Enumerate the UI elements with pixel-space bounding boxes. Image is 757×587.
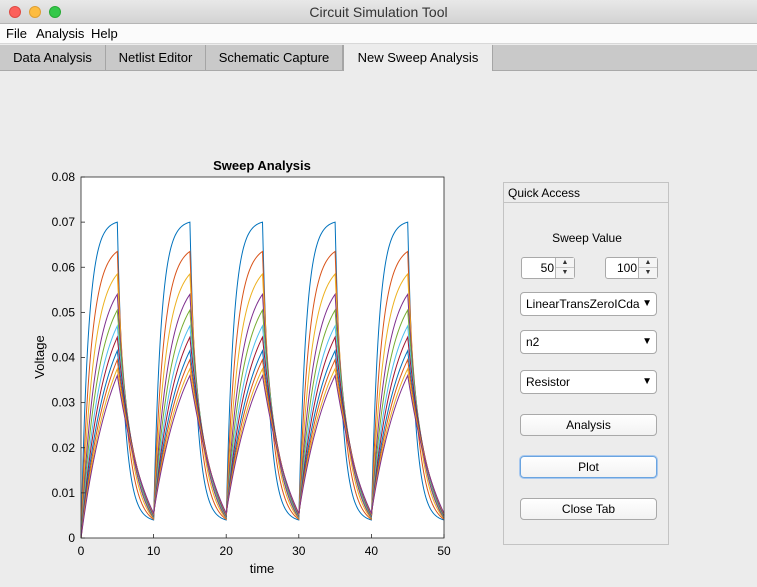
sweep-end-spinner[interactable]: 100 ▲ ▼: [605, 257, 658, 279]
quick-access-panel: Quick Access Sweep Value 50 ▲ ▼ 100 ▲ ▼ …: [503, 182, 669, 545]
menu-analysis[interactable]: Analysis: [36, 26, 85, 41]
chart-title: Sweep Analysis: [213, 158, 311, 173]
increment-icon[interactable]: ▲: [556, 258, 574, 268]
component-dropdown-value: LinearTransZeroICda: [526, 297, 640, 311]
series-line: [80, 221, 445, 539]
close-window-button[interactable]: [9, 6, 21, 18]
quick-access-title: Quick Access: [504, 183, 668, 203]
series-group: [80, 221, 445, 539]
y-tick-label: 0.07: [52, 215, 76, 229]
series-line: [80, 292, 445, 539]
series-line: [80, 250, 445, 539]
x-tick-label: 20: [220, 544, 234, 558]
x-tick-label: 50: [437, 544, 451, 558]
maximize-window-button[interactable]: [49, 6, 61, 18]
node-dropdown[interactable]: n2 ▼: [520, 330, 657, 354]
analysis-button[interactable]: Analysis: [520, 414, 657, 436]
sweep-start-spinner[interactable]: 50 ▲ ▼: [521, 257, 575, 279]
tab-bar: Data Analysis Netlist Editor Schematic C…: [0, 45, 757, 71]
y-axis-label: Voltage: [32, 335, 47, 378]
plot-button[interactable]: Plot: [520, 456, 657, 478]
sweep-plot: 0 10 20 30 40 50 0 0.01 0.02 0.03 0.04 0.05 0.06 0.07…: [32, 158, 451, 576]
ticks-group: 0 10 20 30 40 50 0 0.01 0.02 0.03 0.04 0.05 0.06 0.07…: [52, 170, 451, 558]
y-tick-label: 0.06: [52, 260, 76, 274]
y-tick-label: 0.05: [52, 305, 76, 319]
element-dropdown[interactable]: Resistor ▼: [520, 370, 657, 394]
tab-netlist-editor[interactable]: Netlist Editor: [106, 45, 206, 70]
tab-new-sweep-analysis[interactable]: New Sweep Analysis: [343, 45, 493, 71]
window-title: Circuit Simulation Tool: [309, 4, 448, 20]
dropdown-arrow-icon: ▼: [642, 336, 652, 347]
y-tick-label: 0: [68, 531, 75, 545]
tab-data-analysis[interactable]: Data Analysis: [0, 45, 106, 70]
increment-icon[interactable]: ▲: [639, 258, 657, 268]
decrement-icon[interactable]: ▼: [561, 269, 569, 276]
sweep-value-label: Sweep Value: [552, 231, 622, 245]
sweep-start-stepper: ▲ ▼: [555, 258, 574, 278]
menu-bar: File Analysis Help: [0, 24, 757, 44]
x-tick-label: 10: [147, 544, 161, 558]
y-tick-label: 0.04: [52, 351, 76, 365]
element-dropdown-value: Resistor: [526, 375, 571, 389]
component-dropdown[interactable]: LinearTransZeroICda ▼: [520, 292, 657, 316]
tab-schematic-capture[interactable]: Schematic Capture: [206, 45, 343, 70]
sweep-end-value: 100: [616, 261, 637, 275]
series-line: [80, 373, 445, 539]
menu-file[interactable]: File: [6, 26, 27, 41]
series-line: [80, 272, 445, 539]
x-tick-label: 30: [292, 544, 306, 558]
y-tick-label: 0.08: [52, 170, 76, 184]
x-tick-label: 0: [78, 544, 85, 558]
dropdown-arrow-icon: ▼: [642, 376, 652, 387]
series-line: [80, 308, 445, 539]
y-tick-label: 0.03: [52, 396, 76, 410]
dropdown-arrow-icon: ▼: [642, 298, 652, 309]
close-tab-button[interactable]: Close Tab: [520, 498, 657, 520]
node-dropdown-value: n2: [526, 335, 540, 349]
sweep-end-stepper: ▲ ▼: [638, 258, 657, 278]
title-bar: Circuit Simulation Tool: [0, 0, 757, 24]
minimize-window-button[interactable]: [29, 6, 41, 18]
x-tick-label: 40: [365, 544, 379, 558]
menu-help[interactable]: Help: [91, 26, 118, 41]
x-axis-label: time: [250, 561, 275, 576]
decrement-icon[interactable]: ▼: [644, 269, 652, 276]
sweep-start-value: 50: [540, 261, 554, 275]
y-tick-label: 0.02: [52, 441, 76, 455]
y-tick-label: 0.01: [52, 486, 76, 500]
